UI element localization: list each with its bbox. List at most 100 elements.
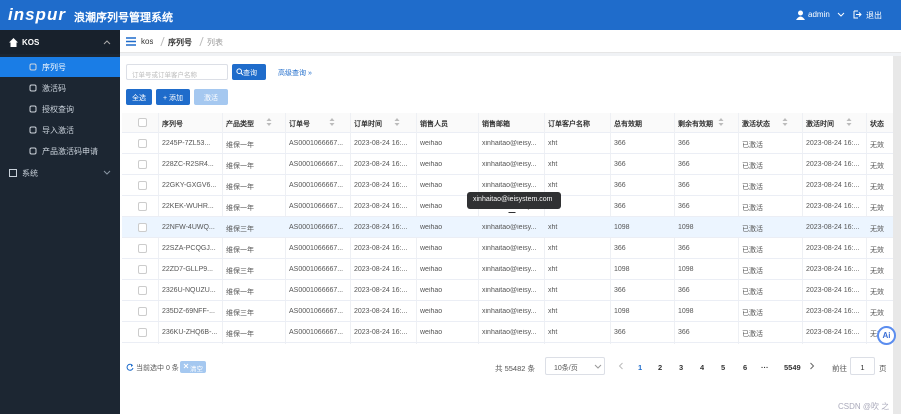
logo: inspur bbox=[8, 5, 66, 24]
table-cell: 235DZ-69NFF-... bbox=[162, 308, 215, 315]
menu-system[interactable]: 系统 bbox=[22, 169, 38, 178]
page-number[interactable]: 4 bbox=[700, 363, 705, 372]
table-cell: 366 bbox=[678, 161, 690, 168]
row-checkbox[interactable] bbox=[138, 244, 147, 253]
search-input[interactable]: 订单号或订单客户名称 bbox=[126, 64, 228, 80]
table-row[interactable] bbox=[122, 280, 893, 301]
table-cell: 2023-08-24 16:... bbox=[806, 140, 860, 147]
user-icon bbox=[796, 10, 805, 20]
table-cell: xinhaitao@ieisy... bbox=[482, 182, 537, 189]
table-cell: xinhaitao@ieisy... bbox=[482, 287, 537, 294]
advanced-search[interactable]: 高级查询 » bbox=[278, 70, 312, 77]
table-cell: 1098 bbox=[614, 224, 630, 231]
table-row[interactable] bbox=[122, 322, 893, 343]
total-count: 共 55482 条 bbox=[495, 364, 536, 373]
table-cell: 366 bbox=[678, 287, 690, 294]
menu-item[interactable]: 授权查询 bbox=[42, 105, 74, 114]
table-cell: 已激活 bbox=[742, 226, 763, 233]
table-cell: 2023-08-24 16:... bbox=[354, 161, 408, 168]
table-row[interactable] bbox=[122, 259, 893, 280]
search-button[interactable]: 查询 bbox=[232, 64, 266, 80]
toolbar-button[interactable]: + 添加 bbox=[156, 89, 190, 105]
table-cell: weihao bbox=[420, 224, 443, 231]
header-checkbox[interactable] bbox=[138, 118, 147, 127]
table-cell: 1098 bbox=[678, 266, 694, 273]
row-checkbox[interactable] bbox=[138, 202, 147, 211]
row-checkbox[interactable] bbox=[138, 223, 147, 232]
table-cell: AS0001066667... bbox=[289, 140, 344, 147]
logout[interactable]: 退出 bbox=[866, 11, 882, 20]
table-cell: 2023-08-24 16:... bbox=[354, 308, 408, 315]
table-row[interactable] bbox=[122, 196, 893, 217]
prev-page[interactable] bbox=[617, 362, 625, 370]
table-row[interactable] bbox=[122, 154, 893, 175]
sort-icon[interactable] bbox=[329, 117, 335, 127]
row-checkbox[interactable] bbox=[138, 286, 147, 295]
table-row[interactable] bbox=[122, 217, 893, 238]
column-header: 销售人员 bbox=[420, 121, 448, 128]
page-number[interactable]: ··· bbox=[761, 363, 769, 372]
row-checkbox[interactable] bbox=[138, 139, 147, 148]
table-cell: 2023-08-24 16:... bbox=[354, 182, 408, 189]
user-name[interactable]: admin bbox=[808, 10, 830, 19]
table-cell: AS0001066667... bbox=[289, 329, 344, 336]
sort-icon[interactable] bbox=[846, 117, 852, 127]
table-cell: 22ZD7-GLLP9... bbox=[162, 266, 213, 273]
column-header: 剩余有效期 bbox=[678, 121, 713, 128]
sort-icon[interactable] bbox=[394, 117, 400, 127]
table-cell: 2023-08-24 16:... bbox=[806, 266, 860, 273]
page-number[interactable]: 5549 bbox=[784, 363, 801, 372]
table-cell: weihao bbox=[420, 161, 443, 168]
row-checkbox[interactable] bbox=[138, 307, 147, 316]
breadcrumb-item[interactable]: 序列号 bbox=[168, 38, 192, 47]
table-cell: xht bbox=[548, 224, 558, 231]
table-cell: 维保三年 bbox=[226, 268, 254, 275]
page-number[interactable]: 2 bbox=[658, 363, 663, 372]
clear-tag[interactable]: 清空 bbox=[180, 361, 206, 373]
selected-count: 当前选中 0 条 bbox=[136, 365, 179, 372]
sort-icon[interactable] bbox=[266, 117, 272, 127]
table-cell: 已激活 bbox=[742, 163, 763, 170]
menu-toggle[interactable] bbox=[126, 37, 136, 46]
row-checkbox[interactable] bbox=[138, 160, 147, 169]
menu-item[interactable]: 激活码 bbox=[42, 84, 66, 93]
ai-badge[interactable]: Ai bbox=[877, 326, 896, 345]
table-cell: 366 bbox=[614, 245, 626, 252]
sidebar-group[interactable]: KOS bbox=[22, 38, 40, 47]
column-header: 总有效期 bbox=[614, 121, 642, 128]
table-cell: 无效 bbox=[870, 268, 884, 275]
table-row[interactable] bbox=[122, 301, 893, 322]
sort-icon[interactable] bbox=[782, 117, 788, 127]
toolbar-button: 激活 bbox=[194, 89, 228, 105]
goto-input[interactable]: 1 bbox=[850, 357, 875, 375]
table-cell: weihao bbox=[420, 245, 443, 252]
menu-item[interactable]: 序列号 bbox=[42, 63, 66, 72]
breadcrumb-item[interactable]: kos bbox=[141, 37, 154, 46]
page-size[interactable]: 10条/页 bbox=[545, 357, 605, 375]
page-number[interactable]: 6 bbox=[743, 363, 748, 372]
column-header: 订单时间 bbox=[354, 121, 382, 128]
table-cell: 维保一年 bbox=[226, 247, 254, 254]
table-cell: 无效 bbox=[870, 205, 884, 212]
next-page[interactable] bbox=[808, 362, 816, 370]
table-row[interactable] bbox=[122, 238, 893, 259]
table-cell: 已激活 bbox=[742, 205, 763, 212]
table-cell: 维保三年 bbox=[226, 310, 254, 317]
sort-icon[interactable] bbox=[718, 117, 724, 127]
page-number[interactable]: 5 bbox=[721, 363, 726, 372]
table-cell: 2023-08-24 16:... bbox=[806, 161, 860, 168]
logout-icon bbox=[853, 10, 862, 19]
table-cell: 1098 bbox=[678, 224, 694, 231]
page-number[interactable]: 3 bbox=[679, 363, 684, 372]
table-row[interactable] bbox=[122, 133, 893, 154]
page-number[interactable]: 1 bbox=[638, 363, 643, 372]
menu-item[interactable]: 导入激活 bbox=[42, 126, 74, 135]
row-checkbox[interactable] bbox=[138, 181, 147, 190]
row-checkbox[interactable] bbox=[138, 328, 147, 337]
table-cell: 无效 bbox=[870, 163, 884, 170]
row-checkbox[interactable] bbox=[138, 265, 147, 274]
menu-item[interactable]: 产品激活码申请 bbox=[42, 147, 98, 156]
table-cell: xinhaitao@ieisy... bbox=[482, 245, 537, 252]
table-cell: 已激活 bbox=[742, 310, 763, 317]
toolbar-button[interactable]: 全选 bbox=[126, 89, 152, 105]
